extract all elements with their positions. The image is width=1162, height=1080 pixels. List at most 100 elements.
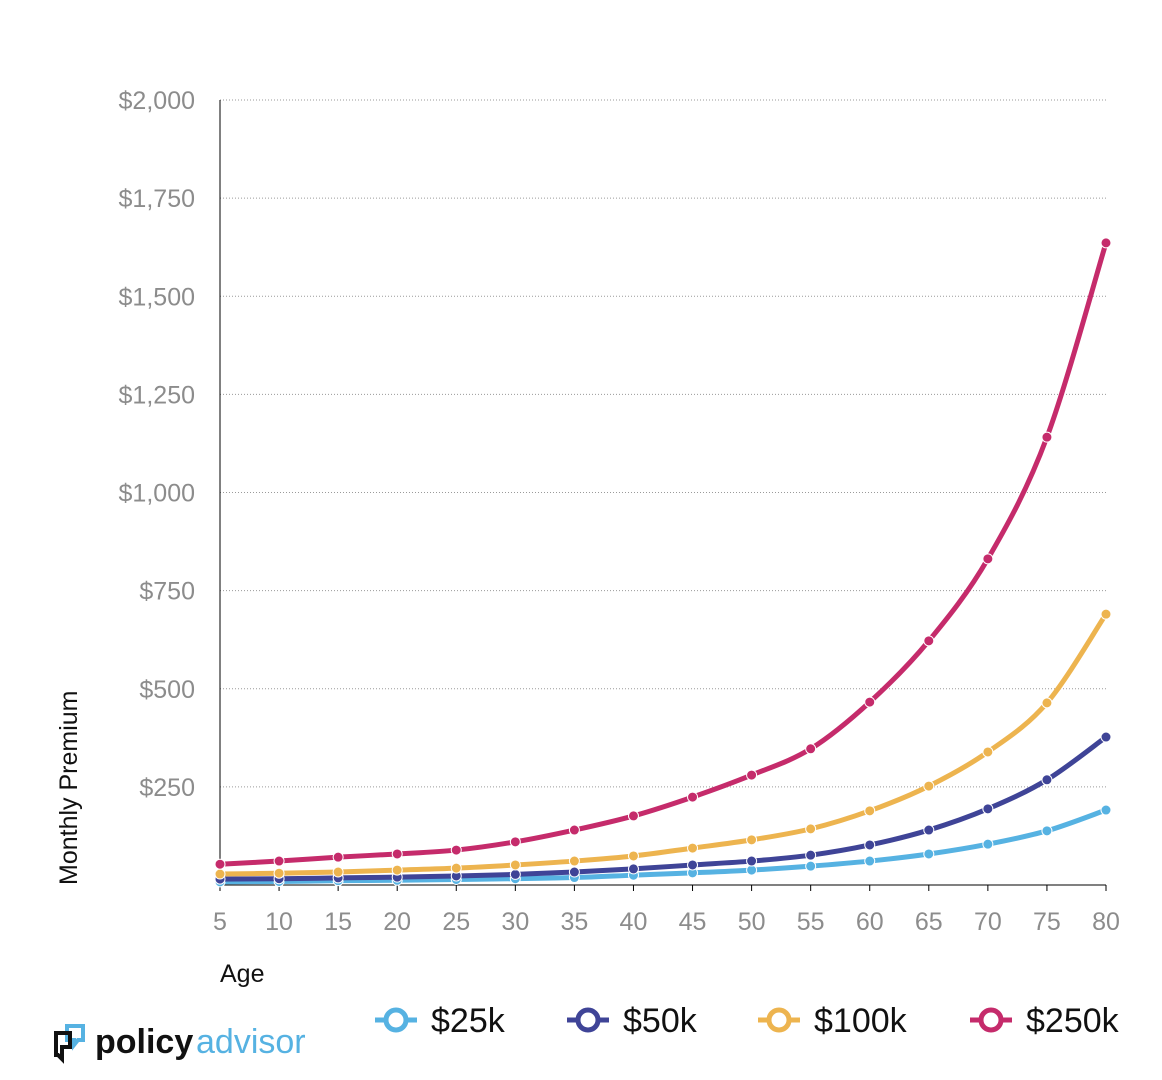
data-point [746, 769, 758, 781]
x-axis-title: Age [220, 960, 264, 988]
data-point [805, 743, 817, 755]
x-tick-label: 20 [383, 908, 411, 936]
legend-label: $100k [814, 1002, 908, 1040]
x-tick-label: 40 [620, 908, 648, 936]
data-point [982, 746, 994, 758]
x-tick-label: 25 [442, 908, 470, 936]
data-point [214, 858, 226, 870]
data-point [746, 834, 758, 846]
data-point [627, 850, 639, 862]
data-point [509, 859, 521, 871]
series-$100k [214, 608, 1112, 880]
x-tick-label: 45 [679, 908, 707, 936]
data-point [214, 868, 226, 880]
data-point [1100, 731, 1112, 743]
x-tick-label: 15 [324, 908, 352, 936]
data-point [805, 849, 817, 861]
data-point [864, 805, 876, 817]
x-tick-label: 75 [1033, 908, 1061, 936]
x-tick-label: 10 [265, 908, 293, 936]
data-point [391, 864, 403, 876]
data-point [864, 696, 876, 708]
data-point [332, 866, 344, 878]
y-tick-label: $1,500 [119, 283, 195, 311]
data-point [746, 864, 758, 876]
policyadvisor-logo: policy advisor [54, 1023, 306, 1064]
y-axis-title: Monthly Premium [55, 691, 83, 886]
data-point [1100, 804, 1112, 816]
data-point [273, 867, 285, 879]
data-point [746, 855, 758, 867]
x-tick-label: 5 [213, 908, 227, 936]
series-$250k [214, 237, 1112, 870]
logo-text-advisor: advisor [196, 1023, 306, 1061]
data-point [923, 780, 935, 792]
data-point [509, 868, 521, 880]
data-point [982, 553, 994, 565]
data-point [1041, 774, 1053, 786]
y-tick-label: $1,750 [119, 185, 195, 213]
data-point [568, 824, 580, 836]
data-point [687, 842, 699, 854]
x-tick-label: 55 [797, 908, 825, 936]
data-point [1041, 697, 1053, 709]
legend-item: $50k [567, 1002, 698, 1040]
legend-item: $25k [375, 1002, 506, 1040]
data-point [864, 839, 876, 851]
legend-marker-icon [978, 1007, 1004, 1033]
legend-label: $25k [431, 1002, 506, 1040]
legend-item: $250k [970, 1002, 1120, 1040]
y-tick-label: $2,000 [119, 87, 195, 115]
legend-label: $50k [623, 1002, 698, 1040]
series-line [217, 611, 1109, 877]
legend-label: $250k [1026, 1002, 1120, 1040]
data-point [805, 823, 817, 835]
data-point [568, 866, 580, 878]
y-tick-label: $750 [139, 578, 195, 606]
y-tick-labels: $250 $500 $750 $1,000 $1,250 $1,500 $1,750 $2,0… [119, 87, 195, 802]
x-tick-label: 50 [738, 908, 766, 936]
x-tick-labels: 5 10 15 20 25 30 35 40 45 50 55 60 65 70 75 80 [213, 885, 1120, 936]
x-tick-label: 80 [1092, 908, 1120, 936]
legend: $25k $50k $100k $250k [375, 1002, 1120, 1040]
series-$25k [214, 804, 1112, 888]
data-point [982, 803, 994, 815]
data-point [1041, 431, 1053, 443]
data-point [450, 862, 462, 874]
data-point [627, 810, 639, 822]
x-tick-label: 35 [560, 908, 588, 936]
y-tick-label: $1,250 [119, 381, 195, 409]
series-line [217, 807, 1109, 885]
data-point [391, 848, 403, 860]
x-tick-label: 70 [974, 908, 1002, 936]
data-point [1100, 608, 1112, 620]
data-point [332, 851, 344, 863]
legend-marker-icon [575, 1007, 601, 1033]
series-lines [214, 237, 1112, 888]
series-line [217, 240, 1109, 867]
legend-item: $100k [758, 1002, 908, 1040]
series-$50k [214, 731, 1112, 885]
legend-marker-icon [766, 1007, 792, 1033]
y-tick-label: $500 [139, 676, 195, 704]
gridlines [220, 99, 1106, 788]
data-point [923, 824, 935, 836]
series-line [217, 734, 1109, 882]
legend-marker-icon [383, 1007, 409, 1033]
y-tick-label: $1,000 [119, 480, 195, 508]
data-point [923, 635, 935, 647]
data-point [864, 855, 876, 867]
data-point [687, 791, 699, 803]
data-point [923, 848, 935, 860]
data-point [982, 838, 994, 850]
data-point [687, 859, 699, 871]
y-tick-label: $250 [139, 774, 195, 802]
x-tick-label: 65 [915, 908, 943, 936]
x-tick-label: 30 [501, 908, 529, 936]
data-point [1100, 237, 1112, 249]
x-tick-label: 60 [856, 908, 884, 936]
data-point [1041, 825, 1053, 837]
data-point [568, 855, 580, 867]
data-point [627, 863, 639, 875]
data-point [509, 836, 521, 848]
